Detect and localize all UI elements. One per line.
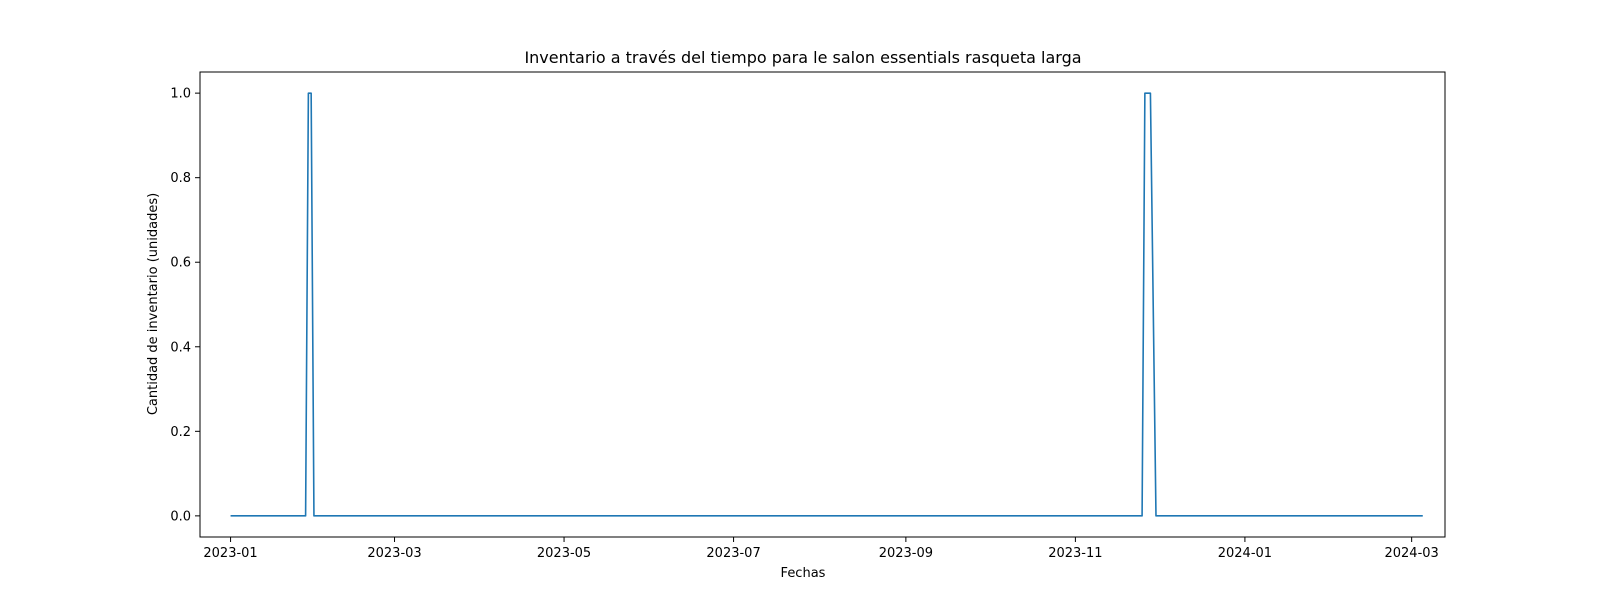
x-tick-label: 2023-05 (537, 546, 591, 561)
y-tick-label: 0.6 (170, 256, 191, 271)
x-tick-label: 2024-01 (1218, 546, 1272, 561)
plot-frame (199, 71, 1446, 538)
y-tick-label: 0.2 (170, 425, 191, 440)
x-tick-label: 2023-01 (203, 546, 257, 561)
x-tick-label: 2023-07 (706, 546, 760, 561)
y-tick-label: 0.8 (170, 171, 191, 186)
y-tick-label: 1.0 (170, 87, 191, 102)
x-axis-label: Fechas (781, 566, 826, 581)
x-tick-label: 2023-09 (879, 546, 933, 561)
x-tick-label: 2023-11 (1048, 546, 1102, 561)
x-tick-label: 2023-03 (367, 546, 421, 561)
chart-title: Inventario a través del tiempo para le s… (524, 48, 1081, 67)
y-tick-label: 0.4 (170, 340, 191, 355)
series-layer (230, 92, 1423, 517)
x-tick-label: 2024-03 (1384, 546, 1438, 561)
y-tick-label: 0.0 (170, 509, 191, 524)
inventory-series-line (230, 92, 1423, 517)
y-axis-label: Cantidad de inventario (unidades) (146, 193, 161, 415)
axis-ticks: 2023-01 2023-03 2023-05 2023-07 2023-09 2023-… (170, 87, 1439, 561)
